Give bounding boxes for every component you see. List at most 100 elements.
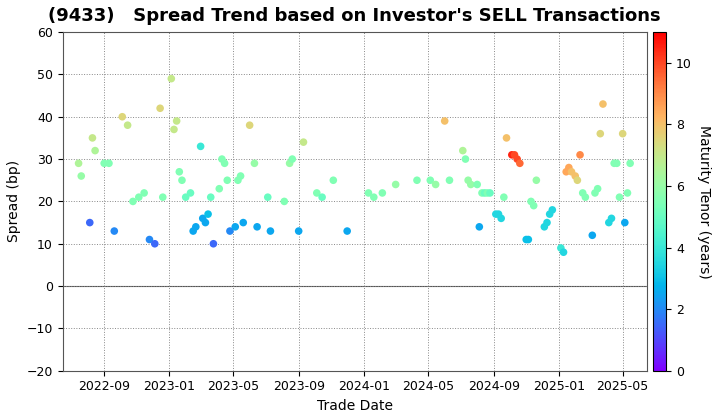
- Point: [279, 198, 290, 205]
- Point: [138, 189, 150, 196]
- Point: [523, 236, 534, 243]
- Point: [197, 215, 209, 222]
- Point: [490, 211, 502, 218]
- Point: [86, 134, 98, 141]
- Point: [539, 223, 550, 230]
- Point: [341, 228, 353, 234]
- Point: [103, 160, 114, 167]
- Point: [465, 181, 477, 188]
- Point: [621, 189, 633, 196]
- Point: [572, 177, 583, 184]
- Point: [587, 232, 598, 239]
- Point: [219, 160, 230, 167]
- Point: [202, 211, 214, 218]
- Point: [244, 122, 256, 129]
- Point: [154, 105, 166, 112]
- Y-axis label: Spread (bp): Spread (bp): [7, 160, 21, 242]
- Point: [595, 130, 606, 137]
- Point: [560, 168, 572, 175]
- Point: [511, 156, 523, 163]
- Point: [558, 249, 570, 256]
- Point: [297, 139, 309, 145]
- Point: [238, 219, 249, 226]
- Title: (9433)   Spread Trend based on Investor's SELL Transactions: (9433) Spread Trend based on Investor's …: [48, 7, 661, 25]
- Point: [521, 236, 532, 243]
- Point: [316, 194, 328, 200]
- Point: [214, 185, 225, 192]
- Point: [506, 152, 518, 158]
- Point: [262, 194, 274, 200]
- Point: [546, 207, 558, 213]
- Point: [117, 113, 128, 120]
- Point: [199, 219, 211, 226]
- Point: [207, 240, 219, 247]
- Point: [498, 194, 510, 200]
- Point: [425, 177, 436, 184]
- Point: [589, 189, 600, 196]
- Point: [563, 164, 575, 171]
- Point: [411, 177, 423, 184]
- Point: [180, 194, 192, 200]
- Point: [176, 177, 188, 184]
- Point: [293, 228, 305, 234]
- Point: [580, 194, 591, 200]
- Point: [482, 189, 493, 196]
- Point: [617, 130, 629, 137]
- Point: [232, 177, 243, 184]
- Point: [287, 156, 298, 163]
- Y-axis label: Maturity Tenor (years): Maturity Tenor (years): [698, 125, 711, 278]
- Point: [476, 189, 487, 196]
- Point: [174, 168, 185, 175]
- Point: [328, 177, 339, 184]
- Point: [474, 223, 485, 230]
- Point: [492, 211, 504, 218]
- Point: [485, 189, 496, 196]
- Point: [195, 143, 207, 150]
- Point: [311, 189, 323, 196]
- Point: [222, 177, 233, 184]
- Point: [185, 189, 197, 196]
- Point: [531, 177, 542, 184]
- Point: [541, 219, 553, 226]
- Point: [368, 194, 379, 200]
- Point: [73, 160, 84, 167]
- Point: [248, 160, 260, 167]
- Point: [122, 122, 133, 129]
- Point: [265, 228, 276, 234]
- Point: [144, 236, 156, 243]
- Point: [606, 215, 617, 222]
- Point: [99, 160, 110, 167]
- Point: [514, 160, 526, 167]
- Point: [528, 202, 539, 209]
- Point: [577, 189, 588, 196]
- Point: [575, 152, 586, 158]
- Point: [613, 194, 625, 200]
- Point: [592, 185, 603, 192]
- Point: [472, 181, 483, 188]
- Point: [190, 223, 202, 230]
- Point: [166, 75, 177, 82]
- Point: [76, 173, 87, 179]
- Point: [84, 219, 96, 226]
- Point: [109, 228, 120, 234]
- Point: [377, 189, 388, 196]
- Point: [284, 160, 295, 167]
- Point: [149, 240, 161, 247]
- Point: [526, 198, 537, 205]
- Point: [205, 194, 217, 200]
- Point: [235, 173, 246, 179]
- Point: [168, 126, 180, 133]
- Point: [544, 211, 555, 218]
- X-axis label: Trade Date: Trade Date: [317, 399, 392, 413]
- Point: [603, 219, 615, 226]
- Point: [479, 189, 490, 196]
- Point: [555, 244, 567, 251]
- Point: [624, 160, 636, 167]
- Point: [439, 118, 451, 124]
- Point: [133, 194, 145, 200]
- Point: [597, 101, 608, 108]
- Point: [171, 118, 182, 124]
- Point: [457, 147, 469, 154]
- Point: [608, 160, 620, 167]
- Point: [224, 228, 235, 234]
